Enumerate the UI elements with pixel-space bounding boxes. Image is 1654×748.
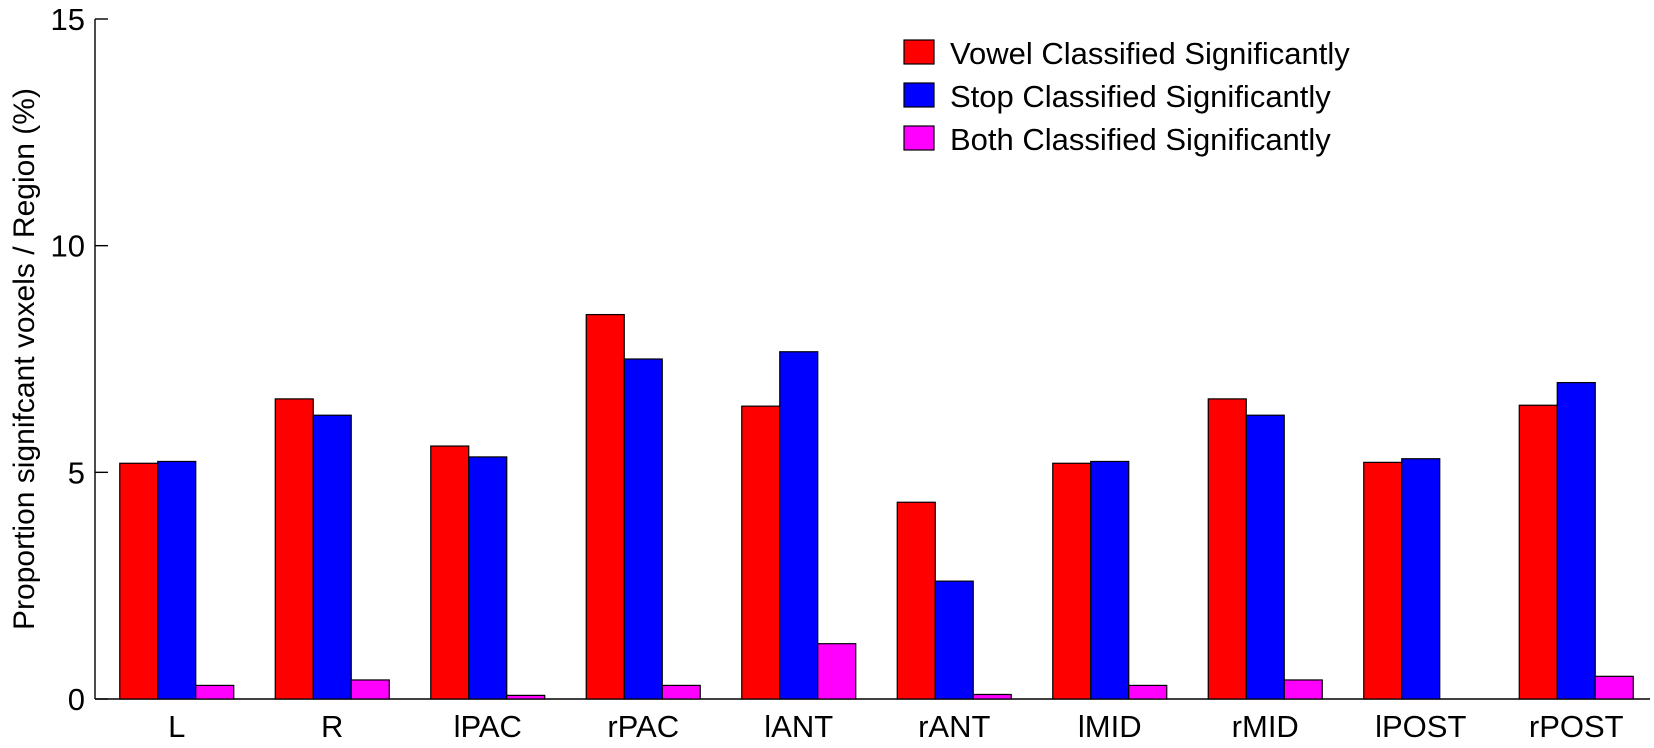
legend-swatch [903, 125, 935, 151]
y-tick-label: 0 [68, 682, 85, 717]
x-tick-label: lMID [1078, 709, 1142, 744]
legend-label: Stop Classified Significantly [950, 79, 1331, 114]
x-tick-label: lPOST [1375, 709, 1466, 744]
bar-r-series-3 [350, 679, 390, 700]
x-tick-label: lPAC [454, 709, 522, 744]
bar-r-series-1 [274, 398, 314, 700]
bar-rant-series-2 [934, 580, 974, 700]
bar-lpost-series-1 [1363, 461, 1403, 700]
bar-rpac-series-1 [585, 313, 625, 700]
bar-lant-series-3 [817, 643, 857, 700]
bars [119, 313, 1634, 700]
bar-rpost-series-1 [1518, 404, 1558, 700]
y-tick-label: 5 [68, 455, 85, 490]
y-tick-label: 10 [51, 229, 85, 264]
bar-l-series-3 [195, 684, 235, 700]
x-tick-label: lANT [764, 709, 833, 744]
bar-rpost-series-3 [1594, 675, 1634, 700]
y-axis-label: Proportion signifcant voxels / Region (%… [8, 88, 41, 630]
bar-lmid-series-2 [1090, 460, 1130, 700]
bar-rpost-series-2 [1556, 381, 1596, 700]
bar-lmid-series-1 [1052, 462, 1092, 700]
y-tick-label: 15 [51, 2, 85, 37]
bar-lpost-series-2 [1401, 458, 1441, 700]
bar-lpac-series-3 [506, 694, 546, 700]
legend-swatch [903, 82, 935, 108]
bar-lpac-series-2 [468, 456, 508, 700]
bar-lpac-series-1 [430, 445, 470, 700]
bar-lant-series-2 [779, 351, 819, 700]
x-tick-label: rPAC [607, 709, 679, 744]
x-tick-label: rANT [918, 709, 990, 744]
bar-r-series-2 [312, 414, 352, 700]
legend-label: Vowel Classified Significantly [950, 36, 1350, 71]
bar-lmid-series-3 [1128, 684, 1168, 700]
legend-label: Both Classified Significantly [950, 122, 1331, 157]
bar-l-series-1 [119, 462, 159, 700]
x-tick-label: rMID [1232, 709, 1299, 744]
legend: Vowel Classified Significantly Stop Class… [903, 36, 1350, 157]
bar-rpac-series-2 [623, 358, 663, 700]
bar-rmid-series-3 [1283, 679, 1323, 700]
bar-rpac-series-3 [661, 684, 701, 700]
bar-rant-series-3 [972, 693, 1012, 700]
x-tick-label: R [321, 709, 343, 744]
bar-rmid-series-1 [1207, 398, 1247, 700]
bar-l-series-2 [157, 460, 197, 700]
bar-rmid-series-2 [1245, 414, 1285, 700]
x-tick-label: rPOST [1529, 709, 1624, 744]
bar-lant-series-1 [741, 405, 781, 700]
legend-swatch [903, 39, 935, 65]
x-tick-label: L [168, 709, 185, 744]
y-ticks: 0 5 10 15 [51, 2, 108, 717]
bar-rant-series-1 [896, 501, 936, 700]
